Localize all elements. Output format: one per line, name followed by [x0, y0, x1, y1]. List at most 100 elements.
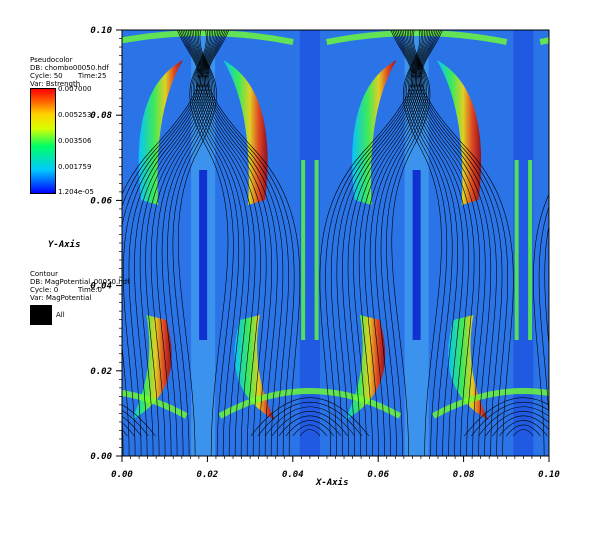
contour-line	[122, 416, 142, 437]
contour-line	[0, 30, 20, 456]
contour-line	[0, 30, 3, 456]
contour-line	[0, 30, 14, 456]
contour-line	[578, 30, 605, 456]
contour-line	[417, 30, 497, 456]
contour-line	[485, 411, 549, 437]
contour-swatch	[30, 305, 52, 325]
contour-line	[492, 415, 549, 437]
contour-line	[0, 30, 1, 456]
contour-line	[584, 30, 605, 456]
y-tick-label: 0.04	[90, 282, 112, 292]
field-band	[0, 30, 2, 456]
contour-line	[292, 424, 328, 437]
contour-line	[72, 420, 120, 436]
contour-line	[513, 429, 534, 437]
contour-line	[478, 406, 549, 437]
contour-line	[202, 30, 278, 456]
contour-db: DB: MagPotential_00050.hdf	[30, 278, 130, 286]
contour-line	[421, 30, 514, 456]
contour-line	[325, 30, 414, 456]
contour-line	[330, 30, 415, 456]
field-arch	[218, 388, 402, 419]
contour-line	[285, 420, 335, 437]
contour-line	[128, 30, 204, 456]
field-band	[412, 170, 421, 340]
x-tick-label: 0.00	[111, 470, 133, 480]
x-tick-label: 0.06	[367, 470, 389, 480]
field-band	[513, 30, 534, 456]
colorbar-tick-label: 0.003506	[58, 137, 92, 145]
field-crescent	[558, 315, 598, 420]
contour-line	[573, 30, 605, 456]
contour-line	[342, 30, 417, 456]
contour-line	[550, 30, 605, 456]
pseudocolor-db: DB: chombo00050.hdf	[30, 64, 109, 72]
contour-line	[278, 415, 342, 437]
field-filament	[88, 160, 92, 340]
contour-line	[499, 420, 548, 437]
contour-line	[353, 30, 420, 456]
contour-line	[204, 30, 284, 456]
contour-var: Var: MagPotential	[30, 294, 92, 302]
contour-line	[197, 30, 256, 456]
contour-line	[538, 205, 549, 425]
contour-cycle: Cycle: 0	[30, 286, 59, 294]
contour-line	[411, 30, 469, 456]
field-crescent	[344, 315, 386, 420]
field-arch	[122, 390, 188, 419]
contour-line	[207, 30, 301, 456]
pseudocolor-cycle: Cycle: 50	[30, 72, 63, 80]
contour-line	[336, 30, 416, 456]
field-arch	[0, 33, 80, 42]
field-filament	[314, 160, 319, 340]
contour-line	[122, 410, 149, 437]
contour-line	[299, 429, 321, 437]
contour-line	[471, 402, 549, 437]
contour-line	[589, 30, 605, 456]
field-filament	[301, 160, 306, 340]
y-tick-label: 0.00	[90, 452, 112, 462]
colorbar-min-label: 1.204e-05	[58, 188, 94, 196]
contour-line	[139, 30, 207, 456]
contour-line	[413, 30, 480, 456]
y-tick-label: 0.06	[90, 196, 112, 206]
axes: 0.00 0.02 0.04 0.06 0.08 0.10 0.00 0.02 0.04 0.06…	[90, 26, 560, 480]
contour-line	[198, 30, 261, 456]
contour-line	[205, 30, 289, 456]
contour-line	[200, 30, 267, 456]
contour-line	[418, 30, 503, 456]
field-crescent	[448, 315, 489, 420]
x-axis-label: X-Axis	[316, 478, 349, 488]
field-filament	[101, 160, 105, 340]
field-crescent	[566, 60, 605, 205]
contour-line	[562, 30, 605, 456]
contour-line	[257, 402, 363, 437]
field-band	[299, 30, 320, 456]
field-image	[0, 30, 605, 456]
contour-line	[145, 30, 208, 456]
field-crescent	[21, 315, 61, 420]
x-tick-label: 0.10	[538, 470, 560, 480]
colorbar-tick-label: 0.005253	[58, 111, 92, 119]
contour-line	[416, 30, 492, 456]
contour-line	[250, 397, 370, 437]
contour-line	[347, 30, 419, 456]
colorbar	[30, 88, 56, 194]
contour-line	[264, 406, 356, 437]
contour-line	[556, 30, 605, 456]
contour-heading: Contour	[30, 270, 58, 278]
contour-line	[86, 430, 106, 437]
y-tick-label: 0.10	[90, 26, 112, 36]
contour-line	[412, 30, 475, 456]
contour-line	[420, 30, 509, 456]
contour-line	[358, 30, 421, 456]
field-filament	[514, 160, 519, 340]
pseudocolor-var: Var: Bstrength	[30, 80, 81, 88]
contour-line	[206, 30, 295, 456]
field-arch	[326, 30, 508, 45]
contour-line	[122, 30, 200, 456]
x-tick-label: 0.04	[282, 470, 304, 480]
contour-line	[464, 397, 549, 437]
contour-time: Time:0	[78, 286, 102, 294]
contour-lines	[0, 30, 605, 456]
